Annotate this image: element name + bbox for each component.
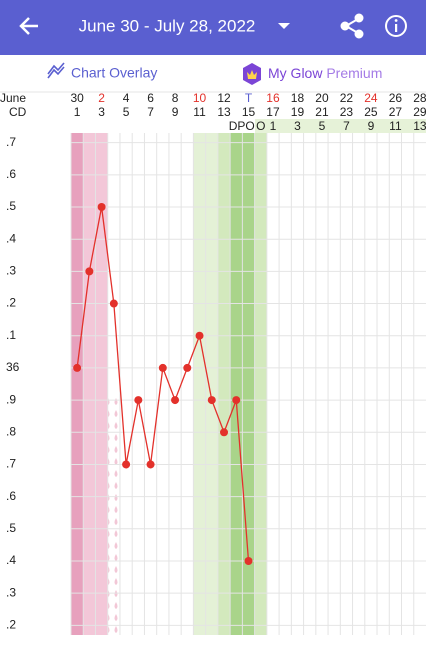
- premium-b[interactable]: Premium: [326, 65, 382, 81]
- y-tick-label: .3: [6, 585, 16, 599]
- dpo-label: O: [256, 119, 265, 133]
- cycle-day-label: 11: [193, 105, 206, 119]
- overlay-icon[interactable]: [47, 62, 65, 79]
- cycle-day-label: 1: [74, 105, 81, 119]
- date-label: 12: [217, 91, 231, 105]
- temperature-point: [134, 396, 143, 405]
- date-label: 20: [315, 91, 329, 105]
- cycle-day-label: 29: [413, 105, 426, 119]
- dpo-band: [255, 119, 426, 133]
- y-tick-label: .6: [6, 167, 16, 181]
- date-label: 4: [123, 91, 130, 105]
- temperature-point: [146, 460, 155, 469]
- dropdown[interactable]: [278, 23, 290, 29]
- cycle-day-label: 25: [364, 105, 378, 119]
- y-tick-label: .2: [6, 296, 16, 310]
- y-tick-label: .6: [6, 489, 16, 503]
- y-tick-label: .7: [6, 135, 16, 149]
- share-button[interactable]: [340, 13, 364, 39]
- dpo-label: 13: [413, 119, 426, 133]
- premium-label[interactable]: My Glow Premium: [268, 65, 382, 81]
- dpo-title: DPO: [229, 119, 255, 133]
- y-tick-label: .5: [6, 199, 16, 213]
- cycle-day-label: 13: [217, 105, 231, 119]
- date-range[interactable]: June 30 - July 28, 2022: [79, 16, 256, 35]
- dpo-label: 11: [389, 119, 402, 133]
- temperature-point: [195, 331, 204, 340]
- temperature-point: [171, 396, 180, 405]
- y-tick-label: .7: [6, 457, 16, 471]
- date-label: 6: [147, 91, 154, 105]
- dpo-label: 9: [368, 119, 375, 133]
- cycle-day-label: 17: [266, 105, 280, 119]
- back-button[interactable]: [19, 17, 38, 35]
- y-tick-label: .2: [6, 618, 16, 632]
- date-label: 26: [389, 91, 403, 105]
- date-label: 8: [172, 91, 179, 105]
- dpo-label: 7: [343, 119, 350, 133]
- date-label: 2: [98, 91, 105, 105]
- dpo-label: 5: [319, 119, 326, 133]
- cycle-day-label: 7: [147, 105, 154, 119]
- date-label: 22: [340, 91, 354, 105]
- premium-a[interactable]: My Glow: [268, 65, 323, 81]
- date-label: 24: [364, 91, 378, 105]
- cycle-day-label: 5: [123, 105, 130, 119]
- temperature-point: [158, 363, 167, 372]
- overlay-button[interactable]: Chart Overlay: [71, 65, 157, 81]
- temperature-point: [109, 299, 118, 308]
- dpo-label: 3: [294, 119, 301, 133]
- y-tick-label: .1: [6, 328, 16, 342]
- date-label: 28: [413, 91, 426, 105]
- info-button[interactable]: [385, 15, 407, 37]
- month-label: June: [0, 91, 26, 105]
- cycle-day-label: 21: [315, 105, 329, 119]
- app-bar: [0, 0, 426, 55]
- temperature-point: [220, 428, 229, 437]
- toolbar: [0, 55, 426, 92]
- temperature-point: [232, 396, 241, 405]
- cycle-day-label: 23: [340, 105, 354, 119]
- cycle-day-label: 27: [389, 105, 403, 119]
- date-label: 16: [266, 91, 280, 105]
- date-label: T: [245, 91, 253, 105]
- y-tick-label: .8: [6, 424, 16, 438]
- y-tick-label: .4: [6, 553, 16, 567]
- crown: [247, 70, 257, 79]
- date-label: 30: [70, 91, 84, 105]
- y-tick-label: .3: [6, 264, 16, 278]
- temperature-point: [207, 396, 216, 405]
- temperature-point: [85, 267, 94, 276]
- temperature-point: [97, 203, 106, 212]
- temperature-point: [183, 363, 192, 372]
- cycle-day-label: 19: [291, 105, 305, 119]
- temperature-point: [244, 556, 253, 565]
- temperature-point: [73, 363, 82, 372]
- date-label: 10: [193, 91, 207, 105]
- y-tick-label: 36: [6, 360, 20, 374]
- temperature-point: [122, 460, 131, 469]
- y-tick-label: .9: [6, 392, 16, 406]
- cycle-day-label: 9: [172, 105, 179, 119]
- cycle-day-label: 15: [242, 105, 256, 119]
- date-label: 18: [291, 91, 305, 105]
- y-tick-label: .4: [6, 231, 16, 245]
- cycle-day-label: 3: [98, 105, 105, 119]
- dpo-label: 1: [270, 119, 277, 133]
- y-tick-label: .5: [6, 521, 16, 535]
- cd-label: CD: [9, 105, 27, 119]
